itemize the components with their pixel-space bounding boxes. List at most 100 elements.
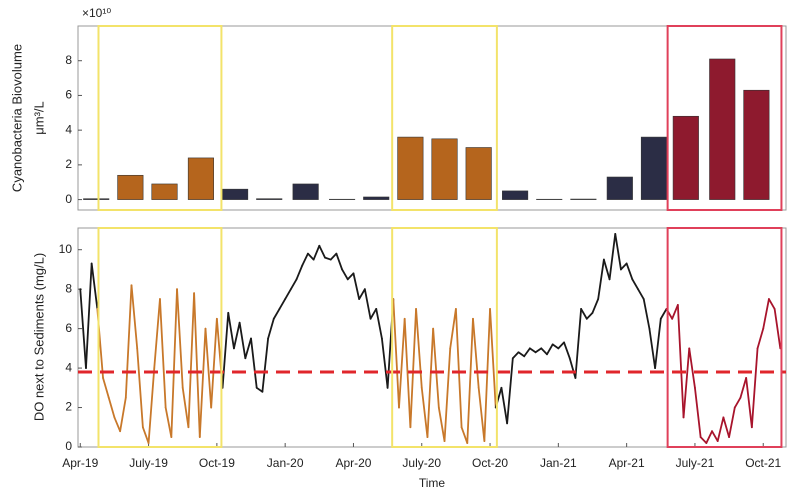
bar <box>465 147 492 200</box>
bar <box>222 188 249 200</box>
line-segment <box>318 244 326 259</box>
line-segment <box>164 406 173 439</box>
y-tick-label: 0 <box>65 439 72 453</box>
line-segment <box>193 292 201 439</box>
y-multiplier: ×10¹⁰ <box>82 6 111 20</box>
line-segment <box>341 268 349 281</box>
line-segment <box>153 298 161 369</box>
line-segment <box>102 377 110 399</box>
line-segment <box>233 321 241 350</box>
line-segment <box>750 347 759 429</box>
line-segment <box>563 341 571 360</box>
line-segment <box>403 317 412 429</box>
line-segment <box>381 337 389 389</box>
y-axis-label: Cyanobacteria Biovolume <box>9 44 24 192</box>
line-segment <box>221 311 230 389</box>
line-segment <box>113 416 122 433</box>
y-axis-unit: μm³/L <box>31 101 46 135</box>
line-segment <box>768 298 776 310</box>
line-segment <box>733 396 742 409</box>
bar <box>83 198 110 200</box>
line-segment <box>204 327 213 409</box>
x-tick-label: Apr-19 <box>62 456 98 470</box>
line-segment <box>523 347 531 358</box>
line-segment <box>745 377 753 429</box>
line-segment <box>415 307 423 389</box>
line-segment <box>648 327 656 369</box>
line-segment <box>591 298 600 314</box>
line-segment <box>301 252 309 267</box>
line-segment <box>602 258 611 281</box>
highlight-box <box>391 227 498 448</box>
line-segment <box>409 307 417 429</box>
line-segment <box>124 284 133 399</box>
line-segment <box>472 317 480 389</box>
y-tick-label: 6 <box>65 88 72 102</box>
y-axis-label: DO next to Sediments (mg/L) <box>31 253 46 421</box>
line-segment <box>489 307 497 409</box>
line-segment <box>130 284 139 350</box>
bar <box>743 89 770 200</box>
line-segment <box>79 288 87 369</box>
line-segment <box>580 307 588 320</box>
x-tick-label: Jan-21 <box>540 456 577 470</box>
line-segment <box>728 406 736 439</box>
line-segment <box>682 347 691 419</box>
line-segment <box>181 386 190 429</box>
line-segment <box>546 343 554 356</box>
bar <box>397 136 424 200</box>
highlight-box <box>666 25 783 211</box>
line-segment <box>352 272 361 300</box>
line-segment <box>443 347 452 442</box>
line-segment <box>267 317 275 340</box>
line-segment <box>773 307 782 350</box>
y-tick-label: 2 <box>65 157 72 171</box>
y-tick-label: 8 <box>65 281 72 295</box>
line-segment <box>466 317 474 444</box>
y-tick-label: 4 <box>65 360 72 374</box>
bar <box>502 190 529 200</box>
line-segment <box>426 327 435 439</box>
y-tick-label: 2 <box>65 400 72 414</box>
bar <box>256 198 283 200</box>
line-segment <box>705 430 713 444</box>
bar <box>640 136 668 200</box>
line-segment <box>227 311 235 350</box>
line-segment <box>637 288 645 300</box>
line-segment <box>210 317 218 409</box>
line-segment <box>420 386 429 439</box>
bar <box>709 58 736 200</box>
line-segment <box>312 244 321 261</box>
line-segment <box>198 327 207 439</box>
bar <box>672 115 699 200</box>
line-segment <box>608 233 617 281</box>
x-tick-label: Apr-20 <box>335 456 371 470</box>
line-segment <box>500 386 509 425</box>
line-segment <box>392 298 400 409</box>
highlight-box <box>666 227 783 448</box>
line-segment <box>358 288 366 300</box>
line-segment <box>284 288 292 300</box>
x-tick-label: July-20 <box>402 456 441 470</box>
line-segment <box>272 307 281 320</box>
x-tick-label: July-21 <box>676 456 715 470</box>
line-segment <box>238 321 247 360</box>
line-segment <box>85 262 93 369</box>
line-segment <box>659 307 668 320</box>
x-tick-label: July-19 <box>129 456 168 470</box>
line-segment <box>483 307 491 442</box>
line-segment <box>654 317 662 369</box>
line-segment <box>671 304 679 320</box>
bar <box>431 138 458 200</box>
bar <box>606 176 633 200</box>
line-segment <box>90 262 99 310</box>
line-segment <box>176 288 184 389</box>
line-segment <box>335 252 343 271</box>
y-tick-label: 6 <box>65 321 72 335</box>
line-segment <box>557 341 565 350</box>
x-tick-label: Oct-21 <box>745 456 781 470</box>
bar <box>570 198 597 200</box>
line-segment <box>534 347 543 354</box>
line-segment <box>119 396 127 433</box>
line-segment <box>528 347 537 354</box>
